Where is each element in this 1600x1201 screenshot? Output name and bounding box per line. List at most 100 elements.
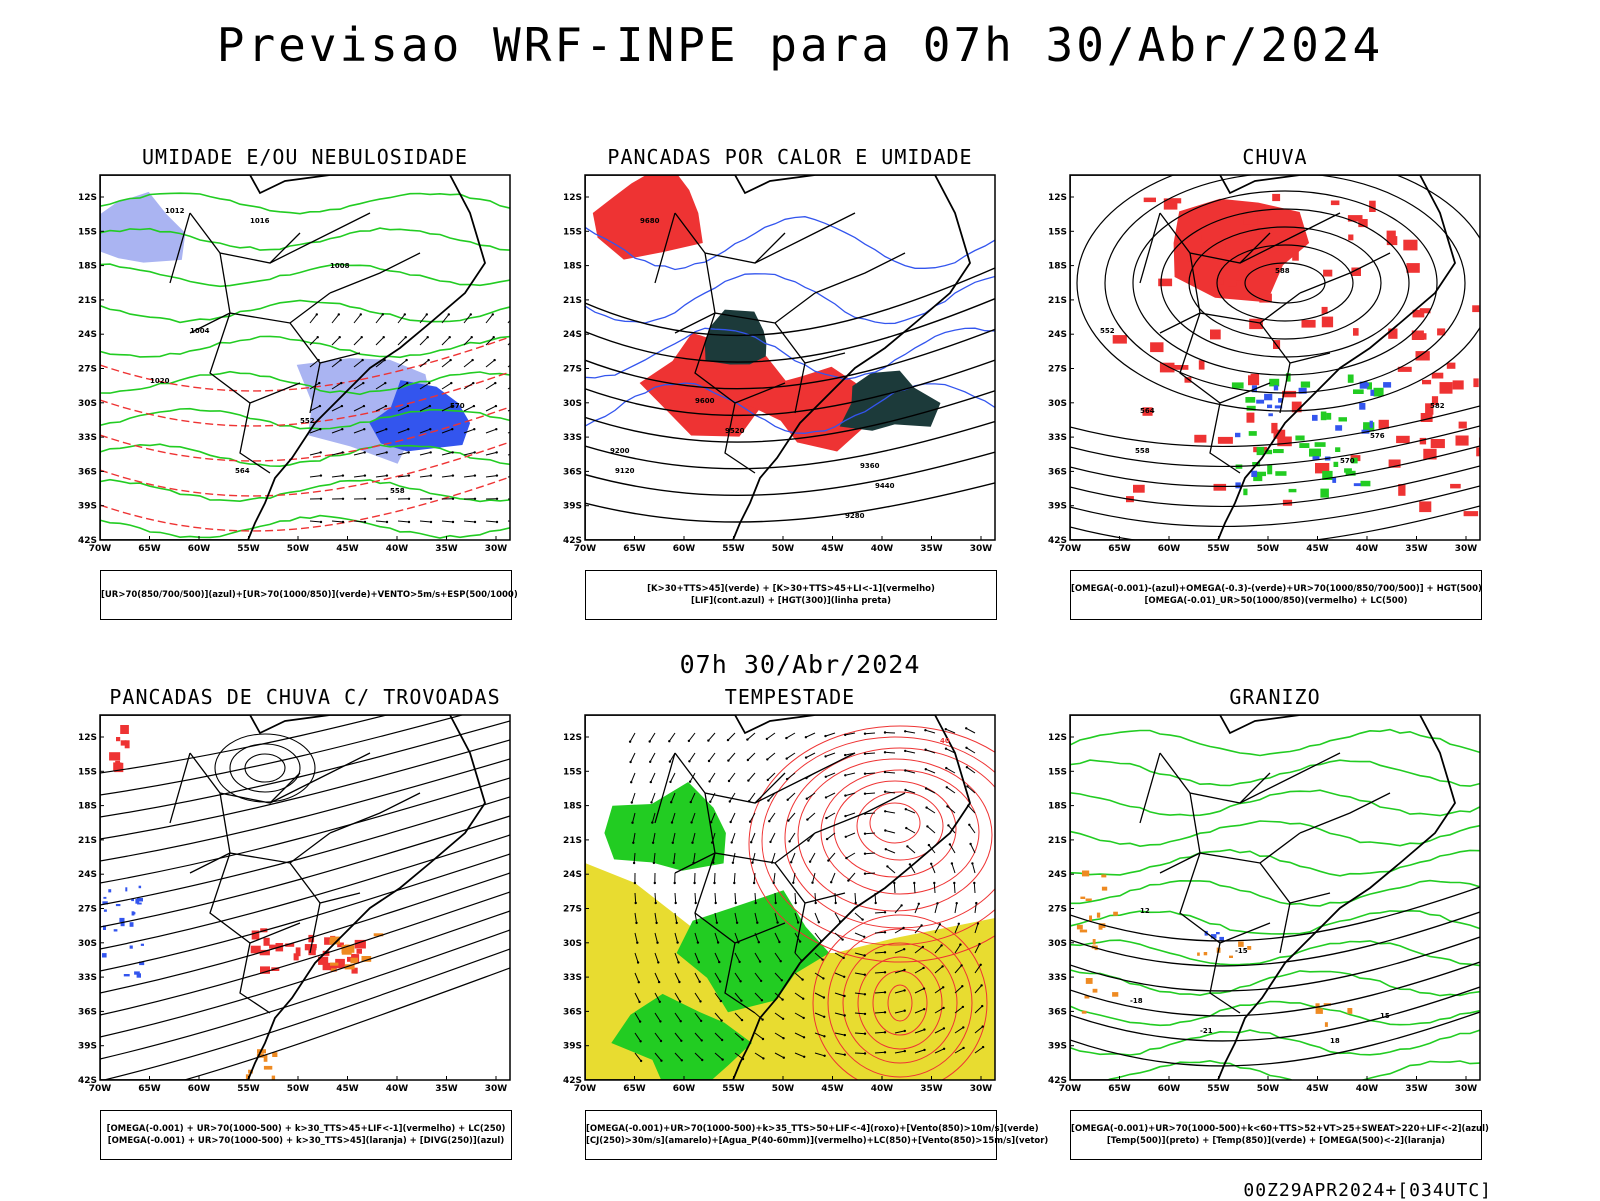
- wind-vector: [486, 429, 496, 433]
- wind-vector-head: [945, 728, 947, 730]
- wind-vector-head: [728, 780, 730, 782]
- rain-green: [1344, 468, 1352, 472]
- wind-vector: [966, 728, 975, 733]
- lifted-index-contour: [585, 274, 995, 324]
- wind-vector: [398, 521, 409, 522]
- wind-vector-head: [909, 863, 911, 865]
- wind-vector-head: [651, 821, 653, 823]
- rain-speck: [1199, 360, 1205, 369]
- temp850-contour: [1070, 730, 1480, 756]
- lon-tick-label: 35W: [435, 544, 458, 554]
- contour-label: 9440: [875, 482, 895, 490]
- divergence-blue: [102, 953, 107, 957]
- wind-vector: [926, 769, 935, 773]
- water-vapor-contour: [785, 748, 1015, 928]
- wind-vector-head: [712, 862, 714, 864]
- omega-orange: [1347, 1008, 1352, 1014]
- wind-vector: [675, 893, 676, 903]
- wind-vector-head: [825, 776, 827, 778]
- contour-label: 558: [1135, 447, 1150, 455]
- state-border: [1300, 793, 1390, 833]
- wind-vector: [464, 383, 473, 389]
- rain-speck: [1348, 235, 1353, 241]
- wind-vector-head: [769, 841, 771, 843]
- wind-vector-head: [951, 862, 953, 864]
- wind-vector-head: [700, 1020, 702, 1022]
- legend-line: [LIF](cont.azul) + [HGT(300)](linha pret…: [586, 595, 996, 607]
- lat-tick-label: 36S: [563, 467, 582, 477]
- green-contour: [100, 444, 510, 466]
- wind-vector: [894, 883, 895, 893]
- lat-tick-label: 30S: [1048, 399, 1067, 409]
- contour-label: 1012: [165, 207, 185, 215]
- lon-tick-label: 35W: [435, 1084, 458, 1094]
- instability-teal: [705, 310, 767, 365]
- legend-line: [OMEGA(-0.01)_UR>50(1000/850)(vermelho) …: [1071, 595, 1481, 607]
- wind-vector-head: [452, 474, 454, 476]
- omega-orange: [1197, 953, 1200, 956]
- wind-vector-head: [405, 336, 407, 338]
- wind-vector: [855, 1033, 865, 1034]
- wind-vector-head: [884, 971, 886, 973]
- lat-tick-label: 18S: [563, 802, 582, 812]
- wind-vector-head: [696, 922, 698, 924]
- wind-vector-head: [844, 794, 846, 796]
- divergence-blue: [137, 903, 142, 905]
- wind-vector-head: [953, 882, 955, 884]
- wind-vector-head: [495, 428, 497, 430]
- wind-vector-head: [940, 944, 942, 946]
- wind-vector-head: [905, 808, 907, 810]
- wind-vector-head: [727, 759, 729, 761]
- lon-tick-label: 50W: [772, 544, 795, 554]
- wind-vector-head: [922, 967, 924, 969]
- wind-vector-head: [790, 861, 792, 863]
- wind-vector-head: [820, 940, 822, 942]
- wind-vector: [728, 733, 735, 740]
- divergence-blue: [139, 886, 142, 889]
- contour-label: 15: [1380, 1012, 1390, 1020]
- wind-vector-head: [408, 521, 410, 523]
- green-contour: [100, 264, 510, 286]
- legend-line: [OMEGA(-0.001) + UR>70(1000-500) + k>30_…: [101, 1123, 511, 1135]
- wind-vector-head: [708, 760, 710, 762]
- lat-tick-label: 15S: [78, 227, 97, 237]
- wind-vector-head: [918, 903, 920, 905]
- lat-tick-label: 30S: [78, 939, 97, 949]
- wind-vector-head: [939, 923, 941, 925]
- wind-vector-head: [496, 498, 498, 500]
- wind-vector-head: [631, 801, 633, 803]
- wind-vector-head: [884, 731, 886, 733]
- wind-vector-head: [680, 1040, 682, 1042]
- wind-vector: [650, 733, 655, 742]
- omega-orange: [1097, 913, 1100, 918]
- state-border: [1300, 253, 1390, 293]
- wind-vector-head: [900, 904, 902, 906]
- wind-vector-head: [806, 818, 808, 820]
- wind-vector-head: [640, 1060, 642, 1062]
- rain-speck: [1228, 282, 1236, 286]
- rain-speck: [1158, 279, 1172, 287]
- wind-vector-head: [474, 521, 476, 523]
- wind-vector-head: [673, 862, 675, 864]
- wind-vector-head: [629, 741, 631, 743]
- wind-vector-head: [824, 755, 826, 757]
- wind-vector-head: [958, 923, 960, 925]
- rain-speck: [1272, 194, 1280, 201]
- wind-vector-head: [517, 428, 519, 430]
- wind-vector-head: [785, 737, 787, 739]
- wind-vector: [332, 337, 340, 345]
- wind-vector-head: [630, 781, 632, 783]
- lat-tick-label: 36S: [78, 1007, 97, 1017]
- wind-vector-head: [320, 521, 322, 523]
- wind-vector-head: [980, 964, 982, 966]
- wind-vector-head: [474, 451, 476, 453]
- lifted-index-contour: [585, 328, 995, 379]
- wind-vector: [967, 767, 975, 773]
- map-pancadas-calor: 9680960095209440936092809200912012S15S18…: [555, 173, 1025, 573]
- wind-vector-head: [864, 833, 866, 835]
- storm-orange: [330, 963, 338, 966]
- wind-vector-head: [782, 1018, 784, 1020]
- rain-blue: [1383, 382, 1391, 388]
- wind-vector: [332, 314, 339, 323]
- rain-speck: [1160, 363, 1175, 373]
